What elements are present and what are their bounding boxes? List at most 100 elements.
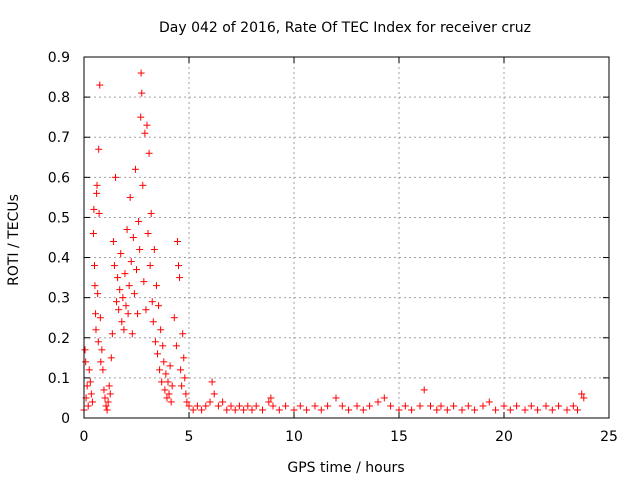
data-point (353, 402, 361, 410)
data-point (116, 286, 124, 294)
data-point (223, 406, 231, 414)
data-point (156, 366, 164, 374)
data-point (167, 398, 175, 406)
data-point (179, 330, 187, 338)
data-point (548, 406, 556, 414)
data-point (82, 358, 90, 366)
data-point (248, 406, 256, 414)
data-point (500, 402, 508, 410)
data-point (275, 406, 283, 414)
data-point (134, 310, 142, 318)
data-point (173, 238, 181, 246)
data-point (85, 366, 93, 374)
data-point (160, 358, 168, 366)
data-point (296, 402, 304, 410)
data-point (119, 294, 127, 302)
data-point (100, 386, 108, 394)
data-point (150, 246, 158, 254)
data-point (135, 217, 143, 225)
data-point (387, 402, 395, 410)
data-point (130, 290, 138, 298)
y-axis-label: ROTI / TECUs (6, 194, 22, 286)
data-point (193, 402, 201, 410)
data-point (338, 402, 346, 410)
data-point (87, 390, 95, 398)
data-point (102, 402, 110, 410)
data-point (112, 173, 119, 181)
data-point (92, 310, 100, 318)
data-point (324, 402, 332, 410)
data-point (269, 402, 277, 410)
data-point (259, 406, 266, 414)
data-point (181, 374, 189, 382)
data-point (380, 394, 388, 402)
data-point (450, 402, 458, 410)
data-point (136, 246, 144, 254)
data-point (124, 310, 132, 318)
data-point (165, 390, 173, 398)
x-tick-label: 0 (80, 429, 89, 445)
data-point (443, 406, 451, 414)
data-point (125, 282, 133, 290)
data-point (145, 149, 153, 157)
data-point (105, 382, 113, 390)
data-point (542, 402, 550, 410)
data-point (94, 290, 102, 298)
chart-title: Day 042 of 2016, Rate Of TEC Index for r… (159, 20, 531, 36)
data-point (574, 406, 581, 414)
data-point (172, 342, 180, 350)
y-tick-label: 0.2 (48, 331, 70, 347)
data-point (458, 406, 466, 414)
x-tick-label: 20 (495, 429, 513, 445)
data-point (569, 402, 577, 410)
data-point (157, 326, 165, 334)
x-axis-label: GPS time / hours (287, 460, 404, 476)
data-point (95, 209, 103, 217)
scatter-points (80, 69, 588, 414)
x-tick-label: 10 (285, 429, 303, 445)
data-point (580, 394, 588, 402)
data-point (416, 402, 424, 410)
data-point (427, 402, 434, 410)
data-point (101, 394, 109, 402)
data-point (420, 386, 428, 394)
data-point (152, 282, 160, 290)
data-point (214, 402, 222, 410)
axis-ticks (83, 56, 610, 419)
data-point (131, 165, 139, 173)
y-tick-label: 0.4 (48, 251, 70, 267)
data-point (94, 338, 102, 346)
data-point (141, 129, 149, 137)
data-point (146, 262, 154, 270)
data-point (185, 402, 193, 410)
data-point (345, 406, 353, 414)
data-point (235, 402, 243, 410)
data-point (118, 318, 126, 326)
data-point (252, 402, 260, 410)
data-point (121, 270, 129, 278)
data-point (206, 398, 214, 406)
y-tick-label: 0.6 (48, 170, 70, 186)
data-point (126, 193, 134, 201)
y-tick-label: 0.5 (48, 210, 70, 226)
data-point (92, 326, 100, 334)
data-point (189, 406, 197, 414)
data-point (144, 229, 152, 237)
data-point (464, 402, 472, 410)
data-point (98, 346, 106, 354)
data-point (176, 274, 184, 282)
data-point (161, 386, 169, 394)
data-point (110, 262, 118, 270)
data-point (492, 406, 500, 414)
y-tick-label: 0.7 (48, 130, 70, 146)
data-point (521, 406, 529, 414)
data-point (170, 314, 178, 322)
data-point (479, 402, 487, 410)
data-point (133, 266, 140, 274)
data-point (91, 262, 98, 270)
data-point (183, 398, 191, 406)
data-point (139, 181, 147, 189)
data-point (120, 326, 128, 334)
data-point (151, 338, 159, 346)
